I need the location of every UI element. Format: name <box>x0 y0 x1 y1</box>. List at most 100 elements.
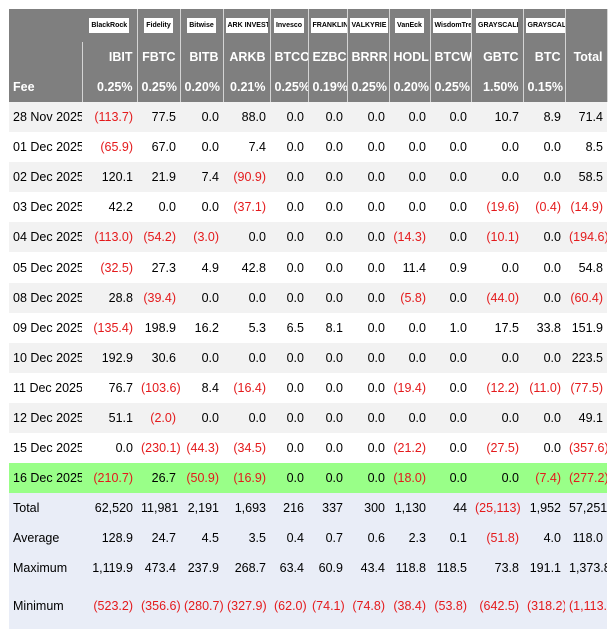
cell-btc: 0.0 <box>523 252 565 283</box>
row-date: 05 Dec 2025 <box>9 252 82 283</box>
cell-gbtc: (10.1) <box>471 222 523 253</box>
cell-btc: 0.0 <box>523 433 565 464</box>
logo-cell-ibit: BlackRock <box>82 9 138 42</box>
summary-rows: Total 62,520 11,981 2,191 1,693 216 337 300 1,13… <box>9 493 607 630</box>
cell-ezbc: 0.0 <box>308 342 347 373</box>
summary-brrr: 300 <box>347 493 389 524</box>
fee-bitb: 0.20% <box>180 72 224 102</box>
cell-arkb: 88.0 <box>223 102 270 133</box>
cell-gbtc: (19.6) <box>471 192 523 223</box>
cell-arkb: 0.0 <box>223 222 270 253</box>
summary-ibit: 1,119.9 <box>82 553 137 584</box>
cell-gbtc: 17.5 <box>471 312 523 343</box>
fee-ezbc: 0.19% <box>308 72 348 102</box>
cell-bitb: (50.9) <box>180 463 223 494</box>
cell-brrr: 0.0 <box>347 192 389 223</box>
cell-btco: 0.0 <box>270 433 308 464</box>
cell-total: (77.5) <box>565 372 607 403</box>
cell-btco: 0.0 <box>270 222 308 253</box>
cell-btc: (7.4) <box>523 463 565 494</box>
cell-arkb: 7.4 <box>223 132 270 163</box>
cell-brrr: 0.0 <box>347 463 389 494</box>
cell-hodl: (21.2) <box>389 433 430 464</box>
summary-total: 1,373.8 <box>565 553 607 584</box>
table-row: 01 Dec 2025 (65.9) 67.0 0.0 7.4 0.0 0.0 0.0 0.0 0… <box>9 132 607 163</box>
cell-gbtc: (12.2) <box>471 372 523 403</box>
cell-brrr: 0.0 <box>347 252 389 283</box>
cell-fbtc: 30.6 <box>137 342 180 373</box>
logo-hodl: VanEck <box>395 18 424 34</box>
cell-hodl: (19.4) <box>389 372 430 403</box>
cell-hodl: (18.0) <box>389 463 430 494</box>
logo-brrr: VALKYRIE <box>349 18 388 34</box>
cell-ibit: 28.8 <box>82 282 137 313</box>
row-date: 02 Dec 2025 <box>9 162 82 193</box>
col-header-total: Total <box>565 42 608 72</box>
summary-bitb: 2,191 <box>180 493 223 524</box>
cell-bitb: 16.2 <box>180 312 223 343</box>
cell-btco: 0.0 <box>270 463 308 494</box>
cell-arkb: 42.8 <box>223 252 270 283</box>
summary-ibit: (523.2) <box>82 583 137 630</box>
cell-arkb: 5.3 <box>223 312 270 343</box>
summary-hodl: 2.3 <box>389 523 430 554</box>
cell-brrr: 0.0 <box>347 372 389 403</box>
cell-ibit: 192.9 <box>82 342 137 373</box>
table-row: 11 Dec 2025 76.7 (103.6) 8.4 (16.4) 0.0 0.0 0.0… <box>9 372 607 403</box>
col-header-brrr: BRRR <box>347 42 390 72</box>
cell-gbtc: (44.0) <box>471 282 523 313</box>
summary-btc: 191.1 <box>523 553 565 584</box>
summary-ibit: 128.9 <box>82 523 137 554</box>
table-row: 05 Dec 2025 (32.5) 27.3 4.9 42.8 0.0 0.0 0.0 11.… <box>9 252 607 283</box>
col-header-hodl: HODL <box>389 42 431 72</box>
table-row: 28 Nov 2025 (113.7) 77.5 0.0 88.0 0.0 0.0 0.0 0.… <box>9 102 607 133</box>
cell-ibit: (65.9) <box>82 132 137 163</box>
summary-brrr: (74.8) <box>347 583 389 630</box>
cell-btco: 0.0 <box>270 252 308 283</box>
summary-gbtc: 73.8 <box>471 553 523 584</box>
cell-bitb: 0.0 <box>180 102 223 133</box>
cell-fbtc: 77.5 <box>137 102 180 133</box>
table-row: 12 Dec 2025 51.1 (2.0) 0.0 0.0 0.0 0.0 0.0 0.0 0.… <box>9 402 607 434</box>
cell-ibit: (32.5) <box>82 252 137 283</box>
table-row: 16 Dec 2025 (210.7) 26.7 (50.9) (16.9) 0.0 0.0… <box>9 463 607 494</box>
logo-cell-gbtc: GRAYSCALE <box>471 9 524 42</box>
summary-gbtc: (51.8) <box>471 523 523 554</box>
cell-ezbc: 0.0 <box>308 252 347 283</box>
cell-bitb: 8.4 <box>180 372 223 403</box>
row-date: 15 Dec 2025 <box>9 433 82 464</box>
cell-hodl: 0.0 <box>389 402 430 434</box>
summary-fbtc: (356.6) <box>137 583 180 630</box>
summary-ezbc: (74.1) <box>308 583 347 630</box>
cell-bitb: 0.0 <box>180 402 223 434</box>
row-date: 01 Dec 2025 <box>9 132 82 163</box>
summary-btc: 1,952 <box>523 493 565 524</box>
cell-hodl: (14.3) <box>389 222 430 253</box>
cell-total: 151.9 <box>565 312 607 343</box>
fee-hodl: 0.20% <box>389 72 431 102</box>
logo-cell-brrr: VALKYRIE <box>347 9 390 42</box>
cell-gbtc: (27.5) <box>471 433 523 464</box>
fee-brrr: 0.25% <box>347 72 390 102</box>
cell-ibit: (210.7) <box>82 463 137 494</box>
logo-cell-fbtc: Fidelity <box>137 9 181 42</box>
etf-flow-table-container: BlackRock Fidelity Bitwise ARK INVEST Invesc… <box>9 9 608 630</box>
etf-flow-table: BlackRock Fidelity Bitwise ARK INVEST Invesc… <box>9 9 608 630</box>
cell-hodl: 11.4 <box>389 252 430 283</box>
cell-gbtc: 10.7 <box>471 102 523 133</box>
fee-arkb: 0.21% <box>223 72 271 102</box>
cell-btc: 0.0 <box>523 132 565 163</box>
cell-btco: 0.0 <box>270 402 308 434</box>
table-row: 10 Dec 2025 192.9 30.6 0.0 0.0 0.0 0.0 0.0 0.0 0.… <box>9 342 607 373</box>
logo-corner <box>9 9 82 42</box>
cell-btcw: 0.0 <box>430 342 471 373</box>
summary-btcw: 118.5 <box>430 553 471 584</box>
cell-ibit: 120.1 <box>82 162 137 193</box>
cell-btc: 0.0 <box>523 282 565 313</box>
summary-btco: (62.0) <box>270 583 308 630</box>
cell-arkb: (37.1) <box>223 192 270 223</box>
cell-btcw: 0.0 <box>430 102 471 133</box>
summary-row-maximum: Maximum 1,119.9 473.4 237.9 268.7 63.4 60.9 43.… <box>9 553 607 584</box>
row-date: 12 Dec 2025 <box>9 402 82 434</box>
fee-label: Fee <box>9 72 83 102</box>
